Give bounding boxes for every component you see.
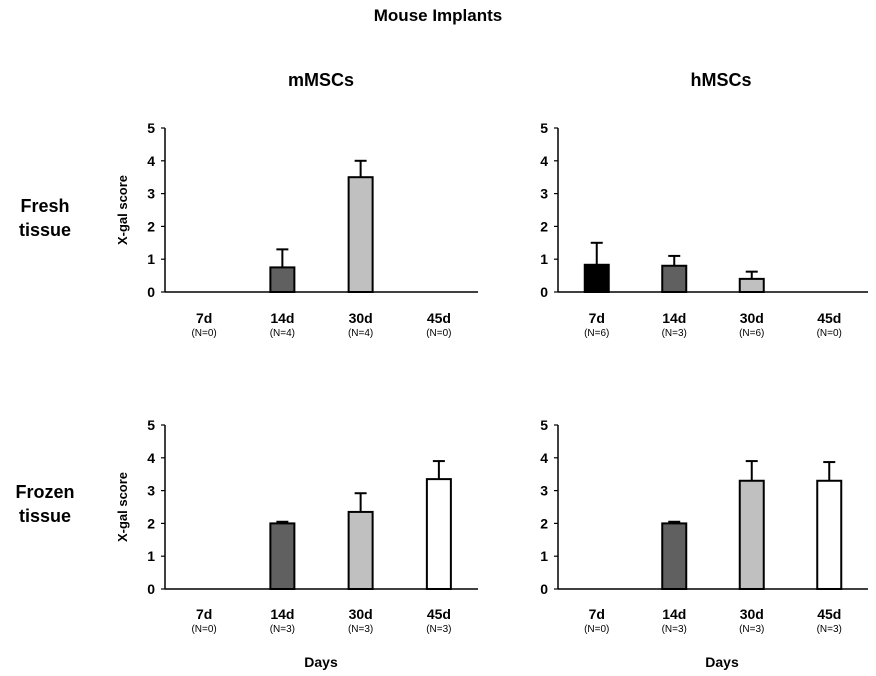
bar-30d <box>347 176 374 293</box>
category-label-14d: 14d <box>662 310 686 326</box>
y-axis-title: X-gal score <box>115 175 130 245</box>
y-tick-label: 0 <box>540 581 548 597</box>
column-title-hmscs: hMSCs <box>690 70 752 90</box>
bar-14d <box>269 522 296 591</box>
category-label-14d: 14d <box>270 606 294 622</box>
sample-count-45d: (N=0) <box>426 328 451 339</box>
y-tick-label: 2 <box>540 515 548 531</box>
category-label-7d: 7d <box>589 310 605 326</box>
category-label-45d: 45d <box>427 606 451 622</box>
category-label-45d: 45d <box>817 606 841 622</box>
y-tick-label: 0 <box>147 581 155 597</box>
sample-count-7d: (N=0) <box>191 624 216 635</box>
row-title-fresh: Fresh tissue <box>0 194 90 242</box>
y-tick-label: 1 <box>540 251 548 267</box>
category-label-30d: 30d <box>349 606 373 622</box>
y-tick-label: 4 <box>147 153 155 169</box>
bar-45d <box>425 478 452 590</box>
x-axis-label-left: Days <box>304 654 338 670</box>
y-tick-label: 5 <box>540 417 548 433</box>
y-tick-label: 0 <box>147 284 155 300</box>
y-tick-label: 3 <box>540 186 548 202</box>
bar-30d <box>738 479 765 591</box>
y-tick-label: 3 <box>147 186 155 202</box>
sample-count-30d: (N=6) <box>739 328 764 339</box>
y-tick-label: 4 <box>540 153 548 169</box>
sample-count-30d: (N=3) <box>739 624 764 635</box>
category-label-7d: 7d <box>196 606 212 622</box>
row-title-frozen-line1: Frozen <box>15 482 75 502</box>
y-tick-label: 1 <box>147 548 155 564</box>
y-tick-label: 2 <box>147 218 155 234</box>
category-label-14d: 14d <box>270 310 294 326</box>
sample-count-7d: (N=0) <box>584 624 609 635</box>
sample-count-14d: (N=4) <box>270 328 295 339</box>
row-title-fresh-line1: Fresh <box>20 196 70 216</box>
row-title-frozen: Frozen tissue <box>0 480 90 528</box>
y-tick-label: 4 <box>540 450 548 466</box>
category-label-30d: 30d <box>740 606 764 622</box>
category-label-30d: 30d <box>740 310 764 326</box>
bar-45d <box>816 479 843 591</box>
y-tick-label: 1 <box>147 251 155 267</box>
row-title-frozen-line2: tissue <box>18 506 72 526</box>
category-label-30d: 30d <box>349 310 373 326</box>
bar-7d <box>583 263 610 293</box>
sample-count-45d: (N=3) <box>426 624 451 635</box>
bar-14d <box>661 522 688 591</box>
category-label-45d: 45d <box>817 310 841 326</box>
y-tick-label: 5 <box>147 120 155 136</box>
sample-count-7d: (N=0) <box>191 328 216 339</box>
bar-14d <box>269 266 296 293</box>
sample-count-45d: (N=0) <box>817 328 842 339</box>
sample-count-30d: (N=4) <box>348 328 373 339</box>
y-tick-label: 2 <box>147 515 155 531</box>
y-tick-label: 2 <box>540 218 548 234</box>
sample-count-7d: (N=6) <box>584 328 609 339</box>
sample-count-14d: (N=3) <box>662 328 687 339</box>
category-label-7d: 7d <box>196 310 212 326</box>
y-tick-label: 0 <box>540 284 548 300</box>
column-title-mmscs: mMSCs <box>287 70 354 90</box>
category-label-45d: 45d <box>427 310 451 326</box>
sample-count-45d: (N=3) <box>817 624 842 635</box>
x-axis-label-right: Days <box>705 654 739 670</box>
figure-title: Mouse Implants <box>373 6 503 25</box>
y-tick-label: 4 <box>147 450 155 466</box>
y-axis-title: X-gal score <box>115 472 130 542</box>
sample-count-14d: (N=3) <box>270 624 295 635</box>
sample-count-30d: (N=3) <box>348 624 373 635</box>
row-title-fresh-line2: tissue <box>18 220 72 240</box>
y-tick-label: 3 <box>540 483 548 499</box>
sample-count-14d: (N=3) <box>662 624 687 635</box>
y-tick-label: 5 <box>540 120 548 136</box>
category-label-7d: 7d <box>589 606 605 622</box>
category-label-14d: 14d <box>662 606 686 622</box>
bar-30d <box>347 510 374 591</box>
y-tick-label: 1 <box>540 548 548 564</box>
y-tick-label: 5 <box>147 417 155 433</box>
y-tick-label: 3 <box>147 483 155 499</box>
